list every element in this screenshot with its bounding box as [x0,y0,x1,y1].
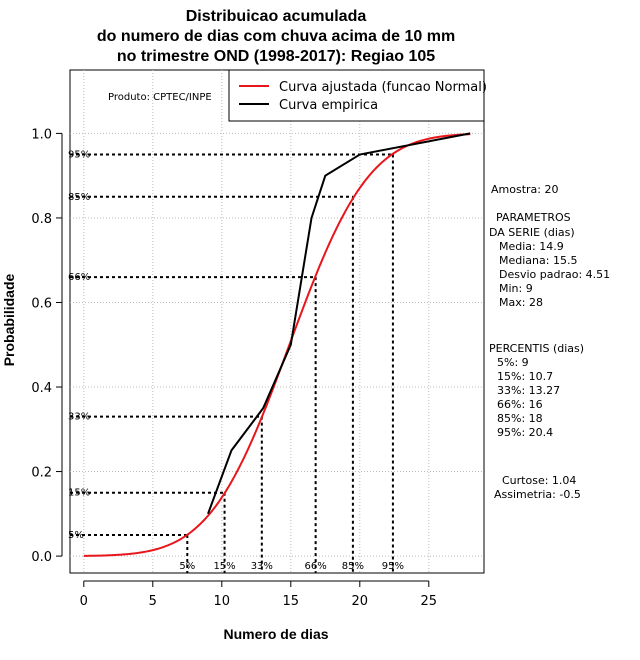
percentile-ylabel-2: 33% [68,412,90,423]
percentile-ylabel-4: 85% [68,192,90,203]
percentile-ylabel-3: 66% [68,272,90,283]
percentile-33: 33%: 13.27 [497,384,560,397]
x-tick-label-3: 15 [283,594,300,609]
percentile-66: 66%: 16 [497,398,543,411]
percentile-5: 5%: 9 [497,356,529,369]
chart-title-line-1: Distribuicao acumulada [186,8,367,25]
series [83,132,471,557]
x-tick-label-5: 25 [421,594,438,609]
chart-title-line-3: no trimestre OND (1998-2017): Regiao 105 [117,48,435,65]
y-tick-label-5: 1.0 [31,127,52,142]
plot-frame [69,69,485,574]
axes: 0 5 10 15 20 25 0.0 0.2 0.4 0.6 0.8 1.0 [31,127,437,609]
y-tick-label-0: 0.0 [31,550,52,565]
percentile-guides: 5% 5% 15% 15% 33% 33% 66% 66% 85% 85% 95% 95% [68,150,404,573]
percentile-xlabel-5: 95% [382,561,404,572]
param-median: Mediana: 15.5 [499,254,577,267]
producer-label: Produto: CPTEC/INPE [108,92,212,103]
params-title-1: PARAMETROS [496,211,571,224]
grid [70,70,484,573]
series-line-empirical [207,132,471,515]
y-tick-label-4: 0.8 [31,212,52,227]
skewness: Assimetria: -0.5 [494,488,581,501]
sample-size: Amostra: 20 [491,183,558,196]
param-mean: Media: 14.9 [499,240,564,253]
percentile-ylabel-0: 5% [68,530,84,541]
y-tick-label-2: 0.4 [31,381,52,396]
percentile-ylabel-5: 95% [68,150,90,161]
side-panel: Amostra: 20 PARAMETROS DA SERIE (dias) M… [489,183,610,501]
percentiles-title: PERCENTIS (dias) [489,342,584,355]
percentile-xlabel-3: 66% [305,561,327,572]
percentile-ylabel-1: 15% [68,488,90,499]
x-tick-label-1: 5 [149,594,157,609]
legend-label-fitted: Curva ajustada (funcao Normal) [279,80,487,95]
x-tick-label-2: 10 [214,594,231,609]
percentile-xlabel-4: 85% [342,561,364,572]
params-title-2: DA SERIE (dias) [489,226,575,239]
percentile-xlabel-2: 33% [251,561,273,572]
param-stddev: Desvio padrao: 4.51 [499,268,610,281]
legend-label-empirical: Curva empirica [279,98,378,113]
percentile-95: 95%: 20.4 [497,426,553,439]
legend-box [228,69,485,122]
param-max: Max: 28 [499,296,543,309]
x-axis-title: Numero de dias [223,626,328,642]
x-tick-label-4: 20 [352,594,369,609]
chart-title-line-2: do numero de dias com chuva acima de 10 … [97,28,455,45]
percentile-15: 15%: 10.7 [497,370,553,383]
y-axis-title: Probabilidade [1,274,17,367]
param-min: Min: 9 [499,282,533,295]
kurtosis: Curtose: 1.04 [502,474,576,487]
y-tick-label-1: 0.2 [31,466,52,481]
x-tick-label-0: 0 [80,594,88,609]
legend: Curva ajustada (funcao Normal) Curva emp… [228,69,487,122]
percentile-85: 85%: 18 [497,412,543,425]
percentile-xlabel-0: 5% [179,561,195,572]
y-tick-label-3: 0.6 [31,296,52,311]
percentile-xlabel-1: 15% [213,561,235,572]
